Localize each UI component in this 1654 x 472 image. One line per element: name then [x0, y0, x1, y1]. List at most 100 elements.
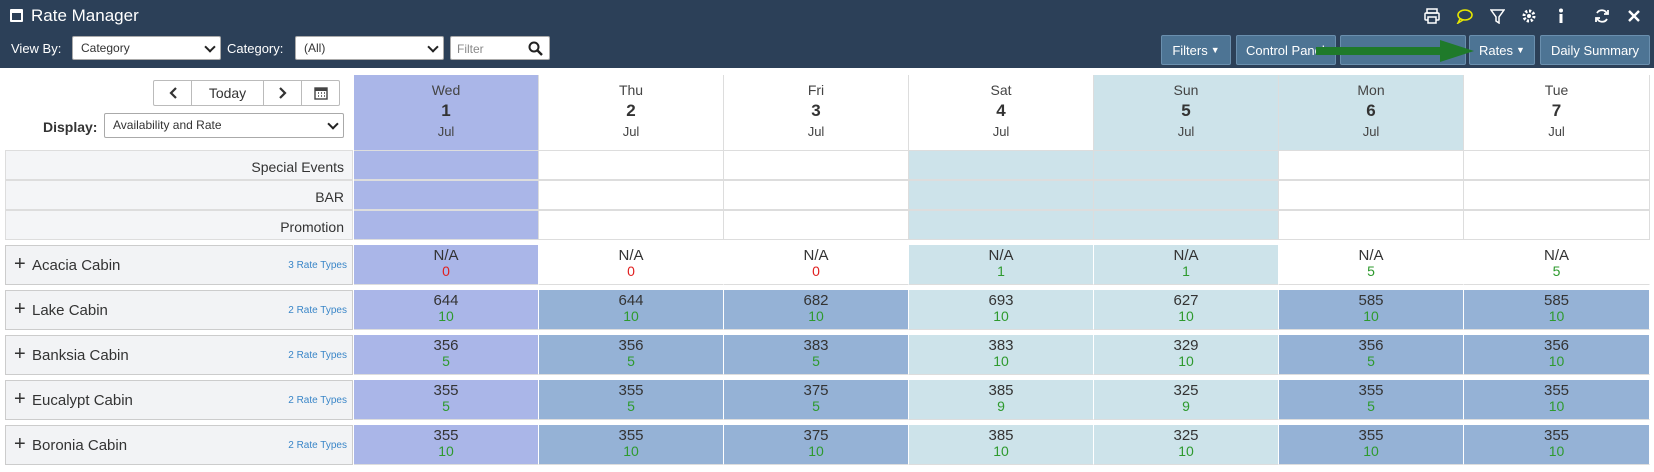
- chat-icon[interactable]: [1452, 4, 1476, 28]
- rate-cell[interactable]: 356 5: [1279, 335, 1464, 375]
- rate-value: 355: [618, 382, 644, 399]
- event-cell[interactable]: [539, 210, 724, 240]
- event-cell[interactable]: [354, 150, 539, 180]
- rate-types-link[interactable]: 2 Rate Types: [288, 305, 347, 316]
- info-icon[interactable]: [1549, 4, 1573, 28]
- event-cell[interactable]: [539, 180, 724, 210]
- rates-button[interactable]: Rates ▼: [1469, 35, 1535, 65]
- close-icon[interactable]: [1622, 4, 1646, 28]
- rate-cell[interactable]: 644 10: [354, 290, 539, 330]
- rate-cell[interactable]: 355 10: [1464, 380, 1650, 420]
- event-cell[interactable]: [1279, 210, 1464, 240]
- rate-cell[interactable]: N/A 1: [1094, 245, 1279, 285]
- rate-cell[interactable]: 383 5: [724, 335, 909, 375]
- search-icon[interactable]: [528, 41, 543, 56]
- event-cell[interactable]: [1464, 180, 1650, 210]
- calendar-icon: [313, 87, 328, 100]
- rate-types-link[interactable]: 2 Rate Types: [288, 440, 347, 451]
- expand-plus-icon[interactable]: +: [14, 253, 26, 275]
- rate-cell[interactable]: N/A 0: [539, 245, 724, 285]
- category-select[interactable]: (All): [295, 36, 444, 60]
- rate-value: N/A: [618, 247, 644, 264]
- rate-cell[interactable]: 355 10: [539, 425, 724, 465]
- rate-cell[interactable]: 356 5: [354, 335, 539, 375]
- event-cell[interactable]: [1464, 150, 1650, 180]
- rate-cell[interactable]: N/A 1: [909, 245, 1094, 285]
- expand-plus-icon[interactable]: +: [14, 298, 26, 320]
- event-cell[interactable]: [1094, 210, 1279, 240]
- day-name: Mon: [1357, 82, 1385, 98]
- event-cell[interactable]: [909, 180, 1094, 210]
- event-cell[interactable]: [539, 150, 724, 180]
- print-icon[interactable]: [1420, 4, 1444, 28]
- rate-cell[interactable]: 355 5: [539, 380, 724, 420]
- rate-value: 325: [1173, 427, 1199, 444]
- rate-cell[interactable]: 355 10: [1464, 425, 1650, 465]
- expand-plus-icon[interactable]: +: [14, 388, 26, 410]
- filter-input[interactable]: Filter: [450, 36, 550, 60]
- rate-cell[interactable]: N/A 5: [1279, 245, 1464, 285]
- rate-cell[interactable]: N/A 0: [724, 245, 909, 285]
- today-button[interactable]: Today: [192, 81, 264, 105]
- day-name: Wed: [431, 82, 461, 98]
- rate-cell[interactable]: 355 5: [354, 380, 539, 420]
- rate-cell[interactable]: 329 10: [1094, 335, 1279, 375]
- display-select[interactable]: Availability and Rate: [104, 113, 344, 138]
- control-panel-button[interactable]: Control Panel: [1236, 35, 1336, 65]
- event-cell[interactable]: [354, 210, 539, 240]
- event-cell[interactable]: [1094, 150, 1279, 180]
- expand-plus-icon[interactable]: +: [14, 343, 26, 365]
- rate-cell[interactable]: 325 10: [1094, 425, 1279, 465]
- expand-plus-icon[interactable]: +: [14, 433, 26, 455]
- event-cell[interactable]: [909, 210, 1094, 240]
- event-cell[interactable]: [1279, 150, 1464, 180]
- rate-cell[interactable]: 375 5: [724, 380, 909, 420]
- category-name: Boronia Cabin: [32, 437, 128, 454]
- daily-summary-button[interactable]: Daily Summary: [1540, 35, 1650, 65]
- rate-cell[interactable]: 355 5: [1279, 380, 1464, 420]
- rate-cell[interactable]: 356 10: [1464, 335, 1650, 375]
- view-by-select[interactable]: Category: [72, 36, 221, 60]
- rate-cell[interactable]: 627 10: [1094, 290, 1279, 330]
- rate-cell[interactable]: 585 10: [1464, 290, 1650, 330]
- rate-cell[interactable]: 355 10: [354, 425, 539, 465]
- rate-cell[interactable]: 375 10: [724, 425, 909, 465]
- prev-button[interactable]: [154, 81, 192, 105]
- rate-cell[interactable]: 355 10: [1279, 425, 1464, 465]
- display-label: Display:: [43, 119, 98, 135]
- rate-cell[interactable]: 383 10: [909, 335, 1094, 375]
- event-cell[interactable]: [1279, 180, 1464, 210]
- rate-types-link[interactable]: 3 Rate Types: [288, 260, 347, 271]
- filter-icon[interactable]: [1485, 4, 1509, 28]
- availability-value: 10: [1178, 353, 1194, 369]
- rate-cell[interactable]: 325 9: [1094, 380, 1279, 420]
- rate-cell[interactable]: N/A 0: [354, 245, 539, 285]
- rate-cell[interactable]: N/A 5: [1464, 245, 1650, 285]
- category-name: Lake Cabin: [32, 302, 108, 319]
- rate-cell[interactable]: 585 10: [1279, 290, 1464, 330]
- gear-icon[interactable]: [1517, 4, 1541, 28]
- availability-value: 10: [1548, 398, 1565, 414]
- refresh-icon[interactable]: [1590, 4, 1614, 28]
- event-cell[interactable]: [1094, 180, 1279, 210]
- filters-button[interactable]: Filters ▼: [1161, 35, 1231, 65]
- event-cell[interactable]: [724, 210, 909, 240]
- category-row-header: + Acacia Cabin 3 Rate Types: [5, 245, 353, 285]
- rate-cell[interactable]: 682 10: [724, 290, 909, 330]
- event-cell[interactable]: [724, 150, 909, 180]
- rate-cell[interactable]: 356 5: [539, 335, 724, 375]
- event-cell[interactable]: [724, 180, 909, 210]
- rate-cell[interactable]: 644 10: [539, 290, 724, 330]
- rate-types-link[interactable]: 2 Rate Types: [288, 395, 347, 406]
- availability-value: 9: [1182, 398, 1190, 414]
- event-cell[interactable]: [909, 150, 1094, 180]
- rate-cell[interactable]: 385 9: [909, 380, 1094, 420]
- rate-cell[interactable]: 385 10: [909, 425, 1094, 465]
- chevron-left-icon: [168, 87, 177, 99]
- calendar-picker-button[interactable]: [302, 81, 339, 105]
- event-cell[interactable]: [354, 180, 539, 210]
- event-cell[interactable]: [1464, 210, 1650, 240]
- rate-cell[interactable]: 693 10: [909, 290, 1094, 330]
- rate-types-link[interactable]: 2 Rate Types: [288, 350, 347, 361]
- next-button[interactable]: [264, 81, 302, 105]
